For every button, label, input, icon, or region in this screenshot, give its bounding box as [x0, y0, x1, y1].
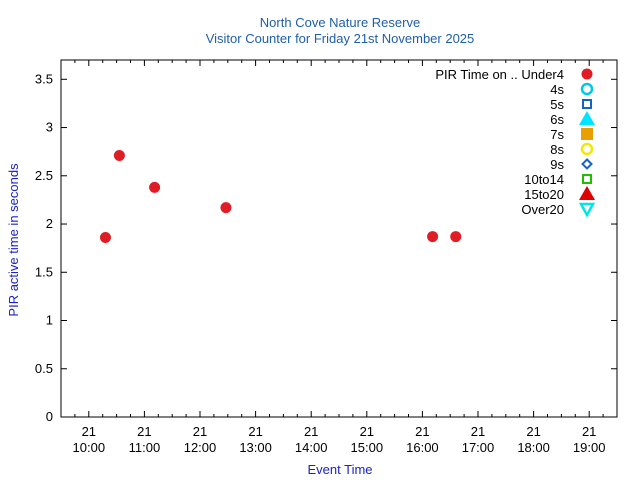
y-tick-label: 1 — [46, 313, 53, 328]
legend-marker — [580, 82, 594, 96]
y-tick-label: 2.5 — [35, 168, 53, 183]
chart-title: North Cove Nature Reserve — [260, 15, 420, 30]
y-tick-label: 1.5 — [35, 264, 53, 279]
legend-marker — [581, 128, 593, 140]
legend-marker — [582, 99, 592, 109]
legend-label: 7s — [550, 127, 564, 142]
x-tick-label-time: 10:00 — [73, 440, 106, 455]
y-tick-label: 3.5 — [35, 71, 53, 86]
x-tick-label-time: 16:00 — [406, 440, 439, 455]
plot-frame — [60, 59, 618, 418]
y-tick-label: 0 — [46, 409, 53, 424]
legend-label: 10to14 — [524, 172, 564, 187]
x-axis: 2110:002111:002112:002113:002114:002115:… — [60, 60, 618, 455]
y-tick-label: 3 — [46, 120, 53, 135]
legend-label: 15to20 — [524, 187, 564, 202]
legend-marker — [580, 142, 594, 156]
x-tick-label-day: 21 — [248, 424, 262, 439]
legend: PIR Time on .. Under44s5s6s7s8s9s10to141… — [435, 67, 596, 218]
x-tick-label-day: 21 — [582, 424, 596, 439]
legend-label: Over20 — [521, 202, 564, 217]
x-tick-label-day: 21 — [82, 424, 96, 439]
legend-label: PIR Time on .. Under4 — [435, 67, 564, 82]
x-tick-label-time: 13:00 — [239, 440, 272, 455]
data-point — [220, 202, 232, 214]
x-tick-label-time: 11:00 — [129, 440, 161, 455]
x-tick-label-day: 21 — [415, 424, 429, 439]
x-tick-label-time: 17:00 — [462, 440, 495, 455]
x-tick-label-time: 18:00 — [517, 440, 550, 455]
data-point — [113, 150, 125, 162]
y-tick-label: 0.5 — [35, 361, 53, 376]
legend-label: 8s — [550, 142, 564, 157]
x-tick-label-time: 14:00 — [295, 440, 328, 455]
legend-marker — [581, 68, 593, 80]
data-point — [149, 181, 161, 193]
y-axis-title: PIR active time in seconds — [6, 163, 21, 317]
y-axis: 0 0.5 1 1.5 2 2.5 3 3.5 — [35, 71, 617, 424]
x-tick-label-time: 12:00 — [184, 440, 217, 455]
data-point — [450, 231, 462, 243]
data-points — [99, 150, 462, 244]
x-tick-label-time: 19:00 — [573, 440, 606, 455]
legend-label: 9s — [550, 157, 564, 172]
data-point — [427, 231, 439, 243]
y-tick-label: 2 — [46, 216, 53, 231]
legend-label: 6s — [550, 112, 564, 127]
legend-marker — [579, 186, 595, 200]
x-tick-label-day: 21 — [193, 424, 207, 439]
x-tick-label-day: 21 — [526, 424, 540, 439]
legend-marker — [579, 111, 595, 125]
x-tick-label-day: 21 — [471, 424, 485, 439]
x-tick-label-day: 21 — [360, 424, 374, 439]
x-tick-label-day: 21 — [304, 424, 318, 439]
legend-marker — [582, 174, 592, 184]
legend-marker — [578, 202, 596, 218]
x-tick-label-day: 21 — [137, 424, 151, 439]
x-tick-label-time: 15:00 — [351, 440, 384, 455]
x-axis-title: Event Time — [307, 462, 372, 477]
chart-subtitle: Visitor Counter for Friday 21st November… — [206, 31, 475, 46]
legend-marker — [581, 158, 593, 170]
legend-label: 5s — [550, 97, 564, 112]
legend-label: 4s — [550, 82, 564, 97]
data-point — [99, 232, 111, 244]
